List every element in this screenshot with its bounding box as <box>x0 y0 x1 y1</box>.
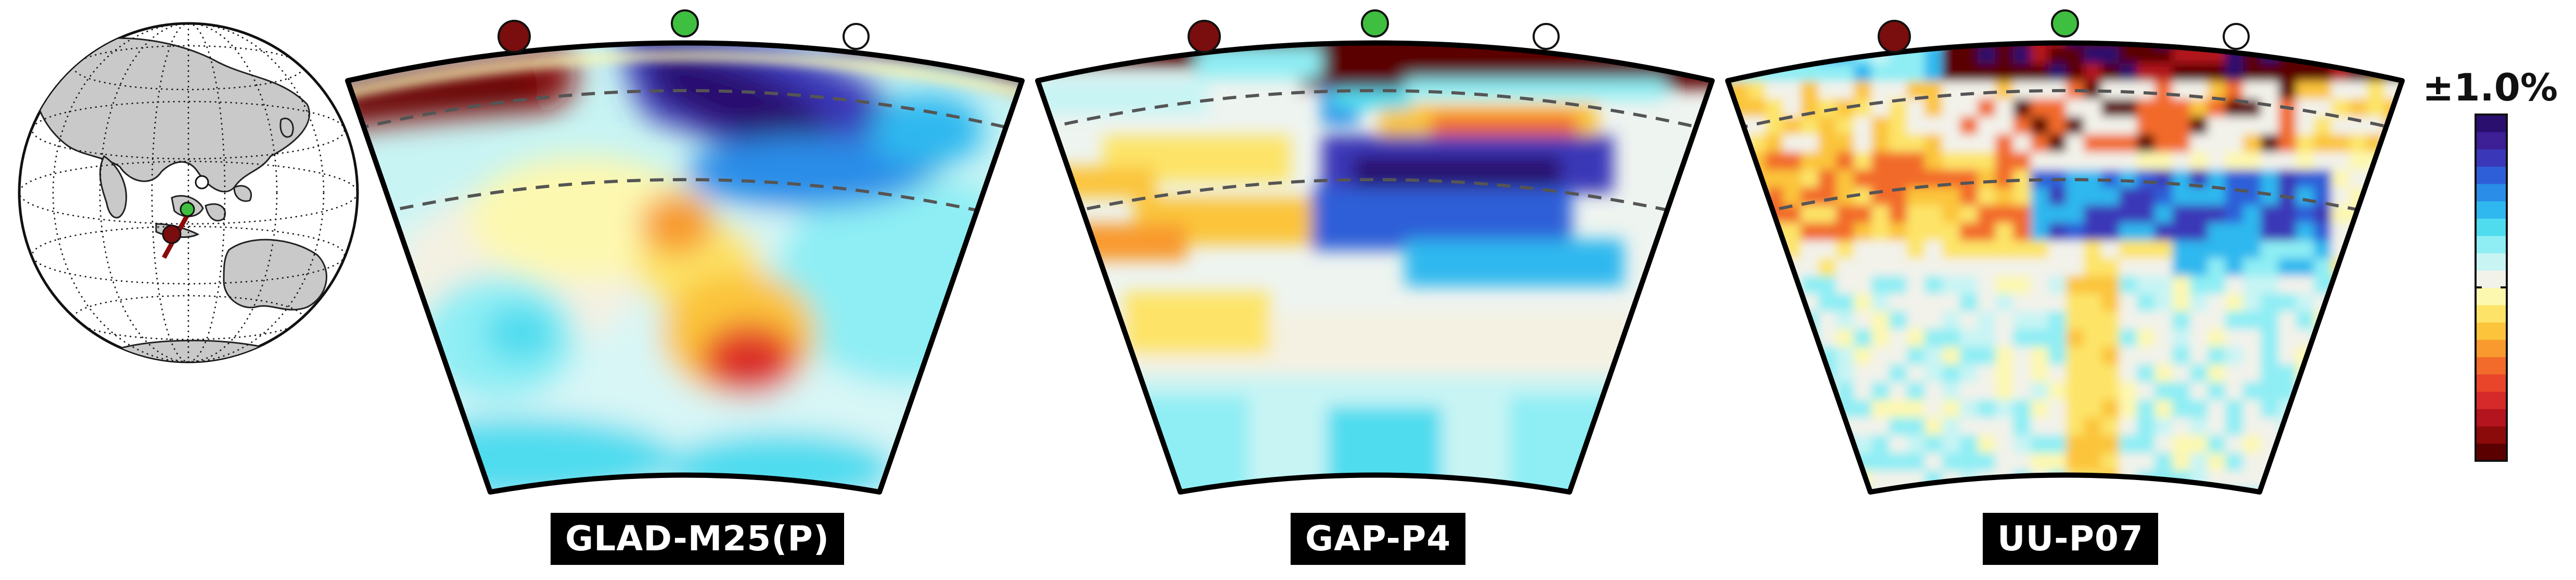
globe-point-mid <box>180 201 195 217</box>
marker-end-3 <box>2223 23 2250 50</box>
marker-start-3 <box>1878 20 1911 53</box>
marker-start-2 <box>1188 20 1221 53</box>
colorbar-swatch <box>2476 132 2507 149</box>
marker-end-1 <box>843 23 870 50</box>
colorbar-swatch <box>2476 322 2507 340</box>
globe-point-start <box>162 224 182 244</box>
panel-uu-p07 <box>1725 9 2405 495</box>
globe-point-end <box>195 175 209 190</box>
colorbar-swatch <box>2476 426 2507 444</box>
colorbar-swatch <box>2476 201 2507 219</box>
panel-label-glad-m25: GLAD-M25(P) <box>551 513 844 565</box>
marker-mid-1 <box>671 9 699 37</box>
colorbar-swatch <box>2476 115 2507 132</box>
colorbar-swatch <box>2476 235 2507 254</box>
colorbar-swatch <box>2476 253 2507 271</box>
marker-mid-2 <box>1361 9 1389 37</box>
panel-label-gap-p4: GAP-P4 <box>1291 513 1466 565</box>
colorbar-swatch <box>2476 218 2507 236</box>
colorbar-swatch <box>2476 166 2507 184</box>
colorbar-swatch <box>2476 339 2507 357</box>
colorbar-swatch <box>2476 305 2507 323</box>
colorbar-swatch <box>2476 149 2507 167</box>
marker-mid-3 <box>2051 9 2079 37</box>
colorbar-swatch <box>2476 409 2507 426</box>
marker-start-1 <box>498 20 531 53</box>
panel-gap-p4 <box>1035 9 1715 495</box>
colorbar-swatch <box>2476 184 2507 201</box>
colorbar-swatch <box>2476 270 2507 288</box>
colorbar-title: ±1.0% <box>2422 66 2558 109</box>
marker-end-2 <box>1533 23 1560 50</box>
locator-globe <box>18 22 359 363</box>
colorbar-swatch <box>2476 443 2507 461</box>
colorbar-swatch <box>2476 287 2507 306</box>
colorbar-swatch <box>2476 357 2507 375</box>
colorbar <box>2475 114 2508 462</box>
colorbar-swatch <box>2476 392 2507 409</box>
colorbar-swatch <box>2476 374 2507 392</box>
panel-glad-m25 <box>345 9 1025 495</box>
panel-label-uu-p07: UU-P07 <box>1983 513 2158 565</box>
